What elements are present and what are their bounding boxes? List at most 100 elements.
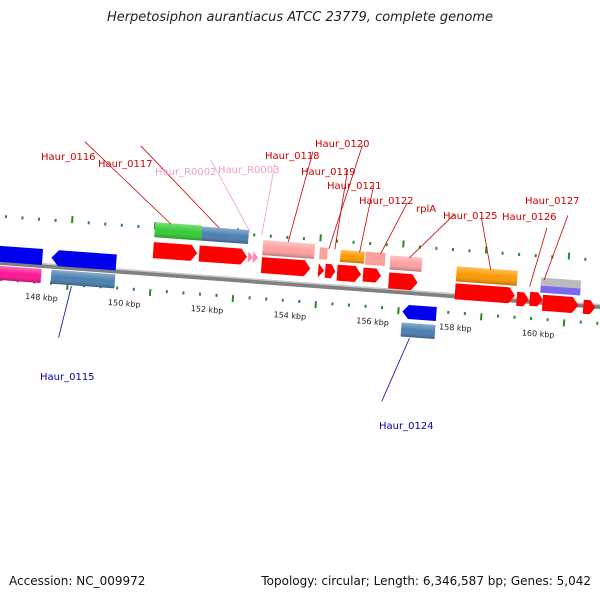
tick-minor <box>584 257 587 261</box>
tick-minor <box>331 302 334 306</box>
tick-minor <box>298 299 301 304</box>
gene-arrow <box>541 294 579 313</box>
gene-label: Haur_0118 <box>265 151 320 162</box>
tick-minor <box>120 223 123 227</box>
tick-minor <box>37 217 41 221</box>
tick-minor <box>463 312 466 316</box>
tick-label: 150 kbp <box>108 298 141 309</box>
tick-major <box>567 252 571 260</box>
tick-row-bottom <box>0 277 599 327</box>
tick-minor <box>87 221 90 225</box>
tick-minor <box>513 315 516 319</box>
tick-minor <box>451 247 455 252</box>
gene-labels: Haur_0116 Haur_0117 Haur_R0002 Haur_R000… <box>40 139 580 432</box>
rna-arrow <box>247 251 253 264</box>
gene-label: Haur_0119 <box>301 167 356 178</box>
tick-minor <box>265 297 268 301</box>
forward-features <box>152 222 596 315</box>
cog-box <box>540 285 581 296</box>
tick-minor <box>468 249 471 253</box>
tick-minor <box>21 216 24 220</box>
tick-label: 156 kbp <box>356 316 389 327</box>
tick-minor <box>281 298 284 302</box>
tick-major <box>319 234 322 242</box>
gene-arrow <box>317 263 325 278</box>
tick-minor <box>215 293 218 297</box>
gene-arrow <box>362 267 381 283</box>
gene-label: Haur_0115 <box>40 372 95 383</box>
tick-minor <box>380 305 384 310</box>
gene-label: Haur_R0003 <box>218 165 280 176</box>
rna-arrow <box>252 251 258 264</box>
gene-arrow <box>152 242 198 261</box>
tick-minor <box>286 235 289 239</box>
tick-minor <box>248 296 251 300</box>
gene-label: Haur_0126 <box>502 212 557 223</box>
tick-minor <box>496 314 500 318</box>
tick-minor <box>182 291 185 295</box>
gene-arrow <box>260 257 311 277</box>
gene-label: Haur_0127 <box>525 196 580 207</box>
gene-arrow <box>324 263 336 279</box>
gene-arrow <box>582 299 596 315</box>
tick-minor <box>116 286 119 290</box>
tick-minor <box>54 218 57 222</box>
tick-minor <box>4 215 8 219</box>
gene-label: Haur_0117 <box>98 159 153 170</box>
tick-minor <box>369 241 372 246</box>
gene-arrow-reverse <box>51 250 117 271</box>
rna-box <box>319 247 328 260</box>
tick-major <box>71 216 74 224</box>
tick-major <box>397 307 400 315</box>
gene-arrow <box>388 272 418 291</box>
tick-major <box>148 288 152 297</box>
tick-minor <box>132 287 135 291</box>
genome-summary: Topology: circular; Length: 6,346,587 bp… <box>261 574 591 588</box>
tick-label: 160 kbp <box>522 328 555 339</box>
tick-minor <box>104 222 107 226</box>
tick-major <box>231 295 235 303</box>
tick-major <box>480 313 483 321</box>
tick-label: 158 kbp <box>439 322 472 333</box>
gene-arrow <box>336 264 362 282</box>
tick-label: 154 kbp <box>273 310 306 321</box>
reverse-features <box>0 244 437 339</box>
gene-arrow <box>198 245 248 265</box>
tick-minor <box>137 224 140 229</box>
gene-label: Haur_0116 <box>41 152 96 163</box>
gene-label: Haur_R0002 <box>155 167 217 178</box>
gene-label: Haur_0122 <box>359 196 414 207</box>
tick-minor <box>447 310 450 314</box>
tick-minor <box>435 246 438 250</box>
accession-text: Accession: NC_009972 <box>9 574 146 588</box>
tick-minor <box>347 303 351 307</box>
gene-arrow <box>454 283 515 304</box>
tick-label: 148 kbp <box>25 292 58 303</box>
tick-minor <box>302 237 306 241</box>
tick-minor <box>596 321 599 325</box>
gene-label: Haur_0124 <box>379 421 434 432</box>
gene-arrow-reverse <box>402 304 437 322</box>
tick-minor <box>501 251 504 255</box>
gene-arrow <box>529 291 543 307</box>
gene-arrow <box>516 291 529 307</box>
gene-label: Haur_0120 <box>315 139 370 150</box>
tick-major <box>562 319 566 327</box>
tick-minor <box>352 240 355 244</box>
tick-label: 152 kbp <box>190 304 223 315</box>
tick-minor <box>253 233 256 237</box>
tick-minor <box>529 316 533 321</box>
gene-label: rplA <box>416 204 436 215</box>
gene-arrow-reverse <box>0 244 44 266</box>
tick-minor <box>364 304 367 308</box>
callout-lines <box>58 141 569 402</box>
gene-label: Haur_0121 <box>327 181 382 192</box>
tick-labels: 148 kbp 150 kbp 152 kbp 154 kbp 156 kbp … <box>25 292 555 340</box>
tick-minor <box>534 254 537 258</box>
rna-box <box>364 251 386 267</box>
cog-box <box>540 277 582 289</box>
tick-minor <box>518 252 521 256</box>
gene-label: Haur_0125 <box>443 211 498 222</box>
page-title: Herpetosiphon aurantiacus ATCC 23779, co… <box>106 10 494 25</box>
